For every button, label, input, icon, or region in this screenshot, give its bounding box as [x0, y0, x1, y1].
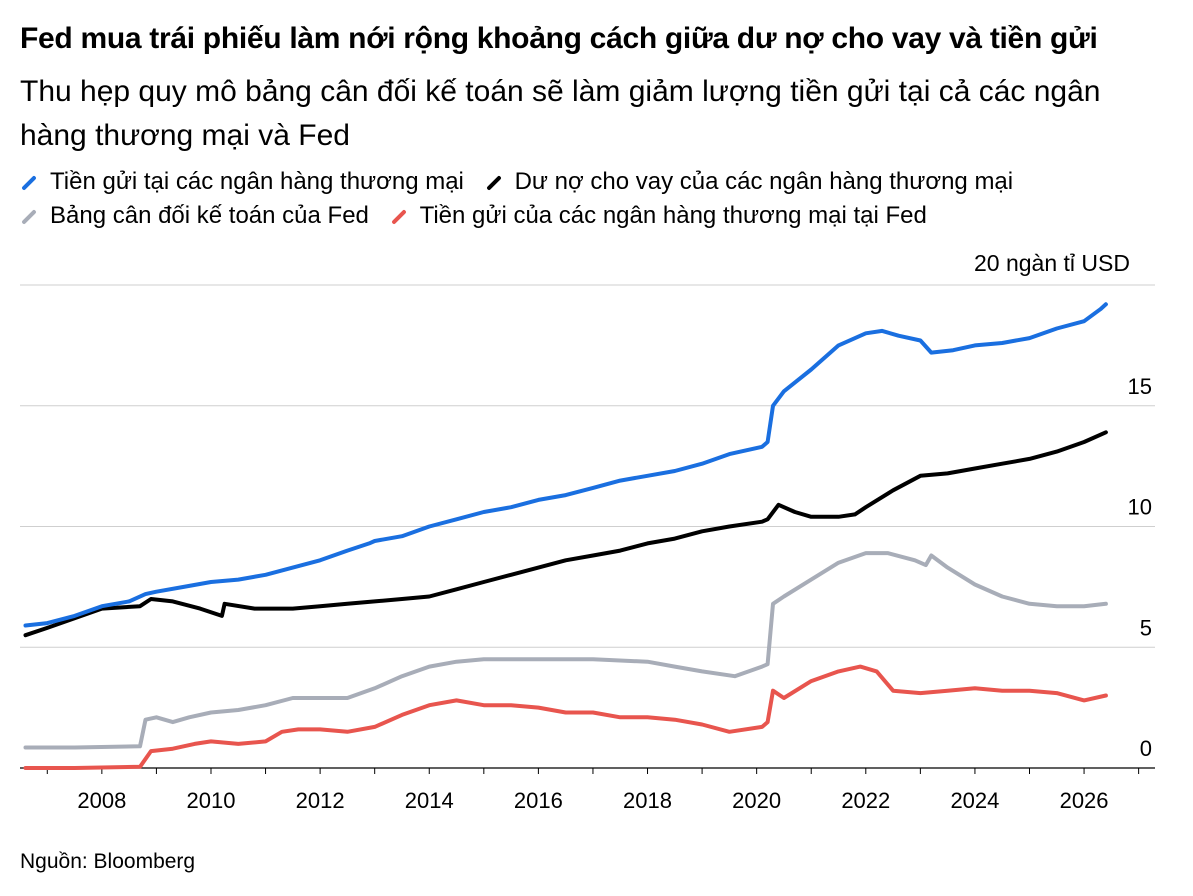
y-tick-label: 10 [1128, 495, 1152, 520]
legend-label-bank-loans: Dư nợ cho vay của các ngân hàng thương m… [514, 168, 1014, 195]
legend-item-bank-deposits: Tiền gửi tại các ngân hàng thương mại [20, 168, 464, 196]
series-line-0 [23, 302, 1108, 628]
x-tick-label: 2008 [77, 788, 126, 813]
source-note: Nguồn: Bloomberg [20, 850, 196, 873]
x-tick-label: 2016 [514, 788, 563, 813]
x-tick-label: 2026 [1060, 788, 1109, 813]
legend-item-reserves-at-fed: Tiền gửi của các ngân hàng thương mại tạ… [390, 202, 927, 230]
legend-label-fed-balance-sheet: Bảng cân đối kế toán của Fed [50, 202, 369, 229]
chart-title: Fed mua trái phiếu làm nới rộng khoảng c… [20, 22, 1098, 55]
legend-row-1: Tiền gửi tại các ngân hàng thương mại Dư… [20, 168, 1027, 196]
series-line-1 [23, 430, 1108, 638]
x-tick-label: 2018 [623, 788, 672, 813]
legend-row-2: Bảng cân đối kế toán của Fed Tiền gửi củ… [20, 202, 941, 230]
x-tick-label: 2010 [187, 788, 236, 813]
legend-label-bank-deposits: Tiền gửi tại các ngân hàng thương mại [50, 168, 464, 195]
x-tick-label: 2012 [296, 788, 345, 813]
chart-subtitle: Thu hẹp quy mô bảng cân đối kế toán sẽ l… [20, 75, 1101, 152]
legend-item-fed-balance-sheet: Bảng cân đối kế toán của Fed [20, 202, 369, 230]
legend-item-bank-loans: Dư nợ cho vay của các ngân hàng thương m… [485, 168, 1014, 196]
x-tick-label: 2014 [405, 788, 454, 813]
legend-label-reserves-at-fed: Tiền gửi của các ngân hàng thương mại tạ… [419, 202, 927, 229]
y-axis-unit-label: 20 ngàn tỉ USD [974, 250, 1130, 276]
x-tick-label: 2020 [732, 788, 781, 813]
series-line-2 [23, 551, 1108, 750]
y-tick-label: 15 [1128, 374, 1152, 399]
y-tick-label: 0 [1140, 736, 1152, 761]
series-line-3 [23, 664, 1108, 770]
x-tick-label: 2022 [841, 788, 890, 813]
x-tick-label: 2024 [950, 788, 999, 813]
y-tick-label: 5 [1140, 615, 1152, 640]
